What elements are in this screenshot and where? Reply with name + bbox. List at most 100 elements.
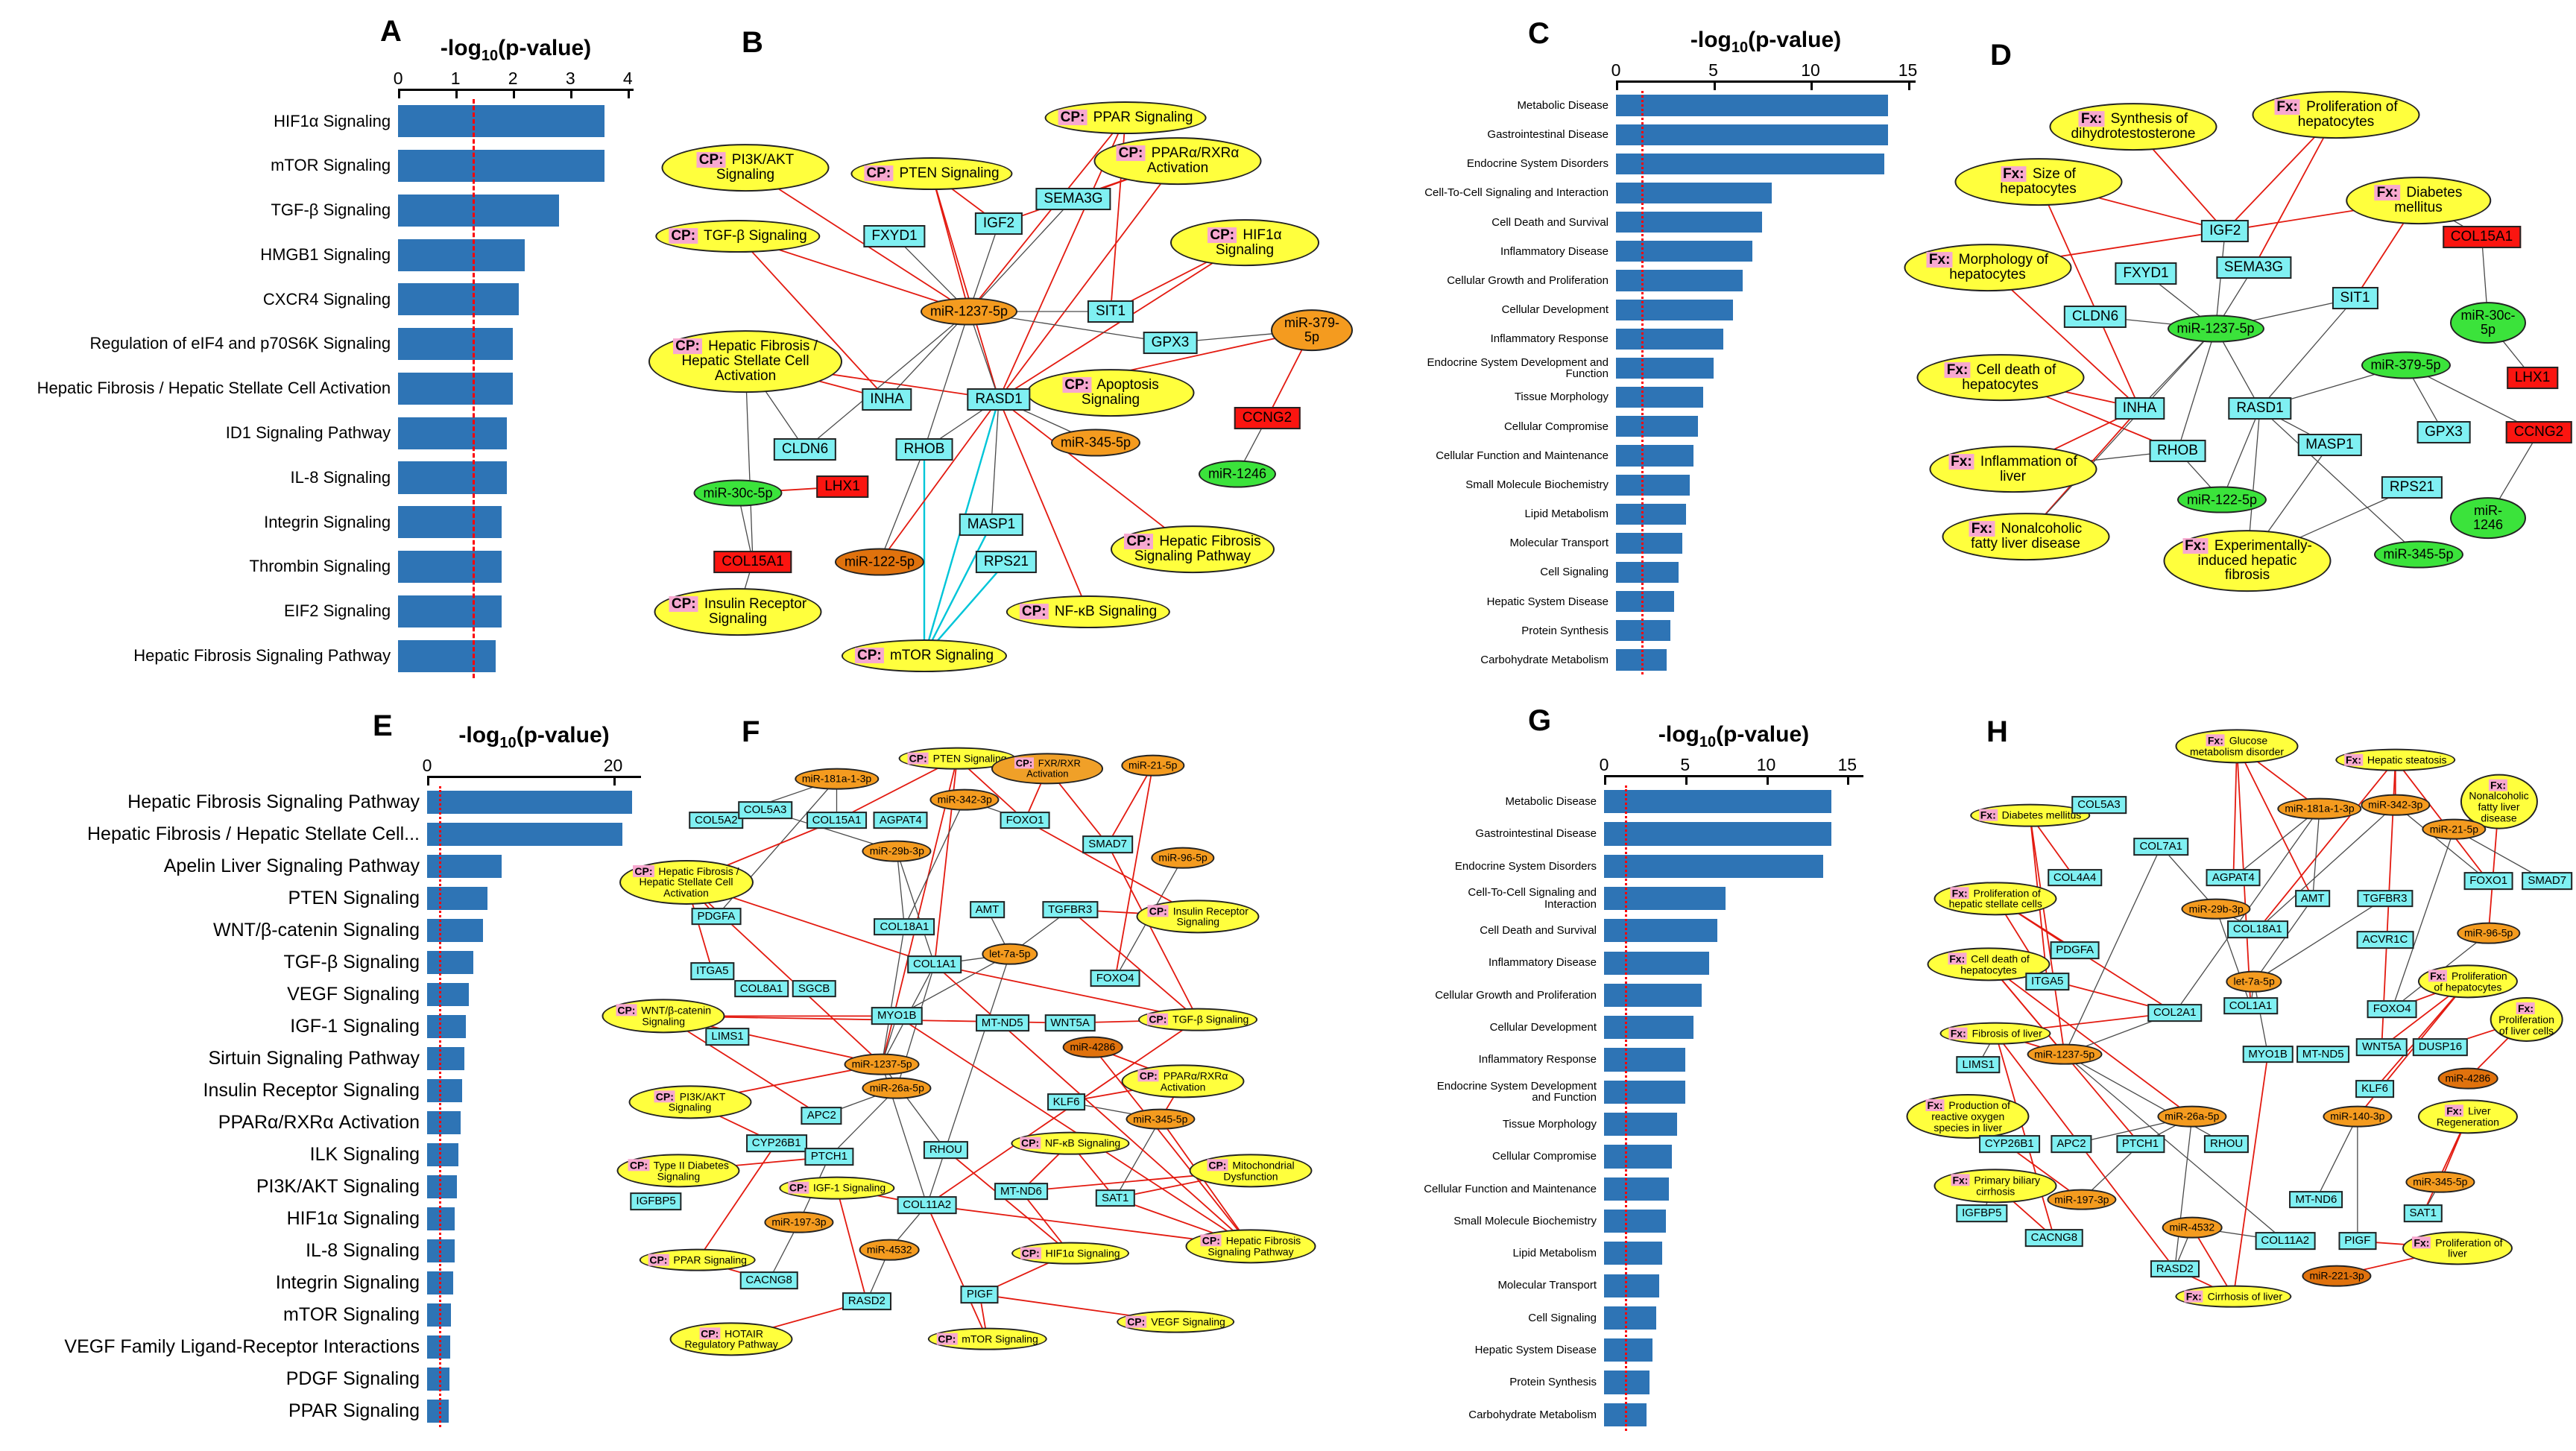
pathway-node: CP: PPARα/RXRα Activation <box>1121 1064 1245 1098</box>
network-edge <box>2260 298 2355 408</box>
gene-node: AMT <box>969 900 1006 919</box>
mirna-node: miR-181a-1-3p <box>794 768 880 790</box>
significance-threshold-line <box>1625 785 1628 1431</box>
bar-row: Cell Death and Survival <box>1416 914 1863 946</box>
node-prefix: Fx: <box>2274 99 2300 116</box>
gene-node: MASP1 <box>959 513 1024 536</box>
bar-row: HIF1α Signaling <box>30 1203 641 1235</box>
bar-label: VEGF Family Ligand-Receptor Interactions <box>64 1335 420 1357</box>
node-prefix: Fx: <box>1944 361 1971 378</box>
bar <box>427 1335 451 1359</box>
gene-node: GPX3 <box>2416 421 2471 444</box>
bar-row: Protein Synthesis <box>1416 616 1916 645</box>
function-node: Fx: Liver Regeneration <box>2417 1099 2518 1134</box>
bar <box>1604 1048 1685 1072</box>
panel-letter-f: F <box>742 715 760 748</box>
gene-node: CCNG2 <box>1234 406 1301 429</box>
node-prefix: CP: <box>1208 227 1237 243</box>
axis-tick <box>427 777 429 785</box>
node-prefix: Fx: <box>1948 453 1974 470</box>
node-prefix: CP: <box>1200 1234 1222 1247</box>
significance-threshold-line <box>473 99 476 678</box>
gene-node: APC2 <box>2051 1135 2092 1154</box>
network-edge <box>2260 408 2419 555</box>
network-edge <box>2237 746 2313 898</box>
gene-node: PTCH1 <box>804 1148 853 1166</box>
pathway-node: CP: Insulin Receptor Signaling <box>654 588 822 636</box>
bar <box>427 823 623 846</box>
bar-label: Cellular Function and Maintenance <box>1424 1182 1597 1195</box>
bar-row: Sirtuin Signaling Pathway <box>30 1043 641 1075</box>
function-node: Fx: Glucose metabolism disorder <box>2175 729 2299 763</box>
mirna-node: miR-26a-5p <box>862 1077 932 1099</box>
node-label: Hepatic steatosis <box>2364 753 2447 766</box>
bar-row: PPARα/RXRα Activation <box>30 1107 641 1139</box>
mirna-node: miR-345-5p <box>2373 540 2463 569</box>
node-label: Cell death of hepatocytes <box>1960 952 2030 976</box>
bar <box>1616 328 1723 350</box>
axis-tick-label: 10 <box>1801 60 1820 80</box>
node-label: NF-κB Signaling <box>1042 1137 1121 1149</box>
network-edge <box>880 449 924 562</box>
mirna-node: miR-345-5p <box>1126 1108 1196 1131</box>
gene-node: IGFBP5 <box>630 1192 682 1211</box>
node-label: TGF-β Signaling <box>1169 1013 1249 1025</box>
network-edge <box>2392 829 2454 1010</box>
bar <box>398 551 502 584</box>
node-label: Proliferation of hepatic stellate cells <box>1948 886 2042 910</box>
network-edge <box>999 399 1193 550</box>
bar-label: mTOR Signaling <box>283 1303 420 1325</box>
pathway-node: CP: PPAR Signaling <box>639 1248 756 1272</box>
mirna-node: miR-197-3p <box>2047 1189 2117 1211</box>
network-edge <box>1070 910 1199 1020</box>
node-prefix: CP: <box>1014 757 1035 769</box>
axis-tick <box>1907 82 1910 90</box>
network-edge <box>2026 329 2216 537</box>
gene-node: COL18A1 <box>874 917 935 936</box>
node-prefix: Fx: <box>2412 1236 2431 1249</box>
panel-letter-e: E <box>373 709 393 742</box>
node-prefix: CP: <box>787 1181 809 1194</box>
axis-tick-label: 10 <box>1756 755 1776 774</box>
bar-label: IL-8 Signaling <box>290 467 391 487</box>
bar-label: Gastrointestinal Disease <box>1487 128 1609 142</box>
node-prefix: CP: <box>1062 377 1092 393</box>
network-edge <box>698 1143 777 1260</box>
node-label: PPARα/RXRα Activation <box>1146 145 1240 177</box>
gene-node: SGCB <box>792 979 836 998</box>
function-node: Fx: Cirrhosis of liver <box>2175 1285 2291 1309</box>
bar-row: TGF-β Signaling <box>30 946 641 979</box>
network-edge <box>924 312 969 449</box>
bar-label: PPARα/RXRα Activation <box>218 1111 420 1133</box>
bar <box>1616 182 1772 204</box>
bar <box>1616 212 1762 233</box>
bar-row: Insulin Receptor Signaling <box>30 1075 641 1107</box>
gene-node: CLDN6 <box>773 437 837 461</box>
gene-node: RASD2 <box>842 1292 891 1310</box>
gene-node: PDGFA <box>2050 941 2100 960</box>
bar-label: Integrin Signaling <box>264 512 391 531</box>
bar-label: Cell Signaling <box>1528 1311 1597 1324</box>
pathway-node: CP: mTOR Signaling <box>841 639 1008 672</box>
gene-node: COL18A1 <box>2226 920 2288 939</box>
gene-node: SMAD7 <box>2522 872 2573 891</box>
gene-node: PDGFA <box>691 907 742 926</box>
network-edge <box>969 199 1073 312</box>
bar-row: VEGF Family Ligand-Receptor Interactions <box>30 1331 641 1363</box>
bar <box>1604 822 1831 846</box>
node-label: Proliferation of hepatocytes <box>2434 970 2507 993</box>
gene-node: ITGA5 <box>2024 973 2070 990</box>
bar-label: Endocrine System Disorders <box>1466 157 1609 171</box>
node-prefix: Fx: <box>1969 520 1995 537</box>
gene-node: CLDN6 <box>2063 305 2127 328</box>
bar <box>427 1079 463 1102</box>
gene-node: LHX1 <box>2506 366 2559 389</box>
bar-label: Hepatic System Disease <box>1474 1344 1597 1357</box>
bar-label: Gastrointestinal Disease <box>1475 827 1597 841</box>
gene-node: PIGF <box>2338 1232 2377 1251</box>
node-label: PPARα/RXRα Activation <box>1160 1069 1228 1093</box>
node-label: TGF-β Signaling <box>700 228 807 244</box>
bar-row: Cellular Growth and Proliferation <box>1416 266 1916 295</box>
bar-row: Cellular Compromise <box>1416 412 1916 441</box>
node-label: Hepatic Fibrosis Signaling Pathway <box>1208 1234 1301 1258</box>
